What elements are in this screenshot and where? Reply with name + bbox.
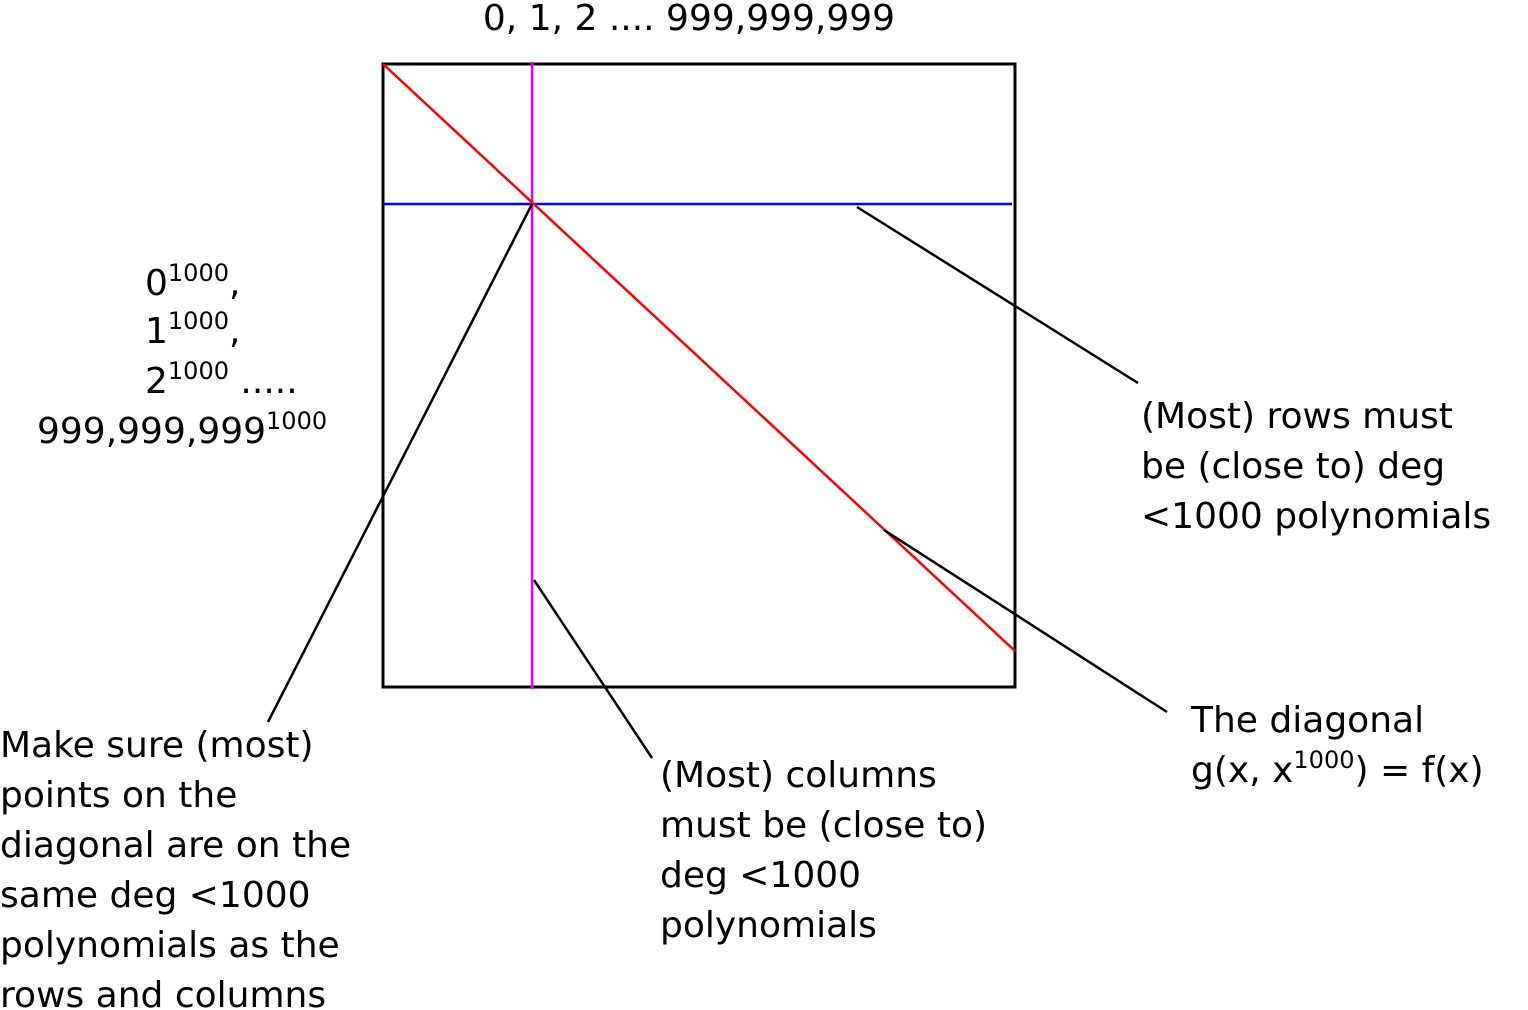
annotation-line: rows and columns (0, 975, 326, 1010)
left-label-1: 11000, (145, 307, 240, 352)
annotation-line: same deg <1000 (0, 875, 311, 916)
leader-rows (856, 205, 1139, 385)
annotation-line: polynomials (660, 905, 877, 946)
annotation-line: deg <1000 (660, 855, 861, 896)
annotation-line: be (close to) deg (1141, 446, 1445, 487)
grid-square (381, 62, 1017, 689)
annotation-line: g(x, x1000) = f(x) (1191, 746, 1484, 791)
annotation-line: diagonal are on the (0, 825, 351, 866)
top-label: 0, 1, 2 .... 999,999,999 (483, 0, 895, 39)
leader-diagonal (883, 528, 1168, 714)
annotation-line: (Most) rows must (1141, 396, 1453, 437)
left-label-3: 999,999,9991000 (37, 407, 327, 452)
leader-points (266, 203, 534, 723)
diagonal-annotation: The diagonal g(x, x1000) = f(x) (1190, 700, 1484, 791)
annotation-line: Make sure (most) (0, 725, 314, 766)
left-label-0: 01000, (145, 259, 240, 304)
annotation-line: (Most) columns (660, 755, 937, 796)
rows-annotation: (Most) rows must be (close to) deg <1000… (1141, 396, 1491, 537)
annotation-line: <1000 polynomials (1141, 496, 1491, 537)
annotation-line: polynomials as the (0, 925, 340, 966)
columns-annotation: (Most) columns must be (close to) deg <1… (660, 755, 987, 946)
annotation-line: must be (close to) (660, 805, 987, 846)
annotation-line: points on the (0, 775, 237, 816)
left-label-2: 21000 ..... (145, 357, 298, 402)
annotation-line: The diagonal (1190, 700, 1424, 741)
points-annotation: Make sure (most) points on the diagonal … (0, 725, 351, 1010)
leader-columns (532, 579, 654, 759)
diagonal-line (382, 63, 1016, 652)
